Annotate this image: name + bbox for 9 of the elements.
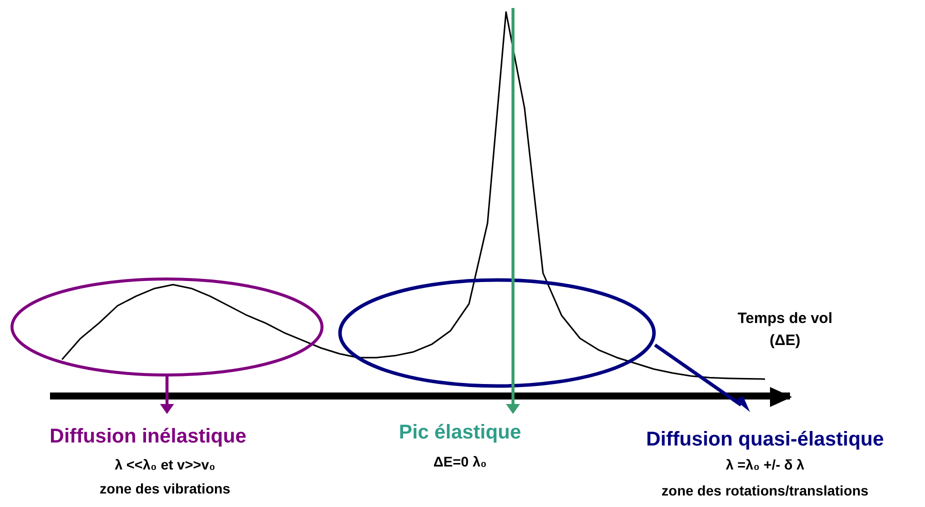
text: Pic élastique [398, 421, 522, 444]
text: zone des rotations/translations [662, 482, 869, 499]
text: Diffusion quasi-élastique [646, 428, 884, 450]
text: λ =λ₀ +/- δ λ [726, 456, 805, 473]
text: ΔE=0 λ₀ [433, 454, 487, 470]
text: λ <<λ₀ et v>>v₀ [114, 456, 216, 473]
text: Diffusion inélastique [50, 425, 246, 448]
x-axis-title: Temps de vol (ΔE) [736, 309, 834, 351]
text: zone des vibrations [100, 480, 231, 497]
